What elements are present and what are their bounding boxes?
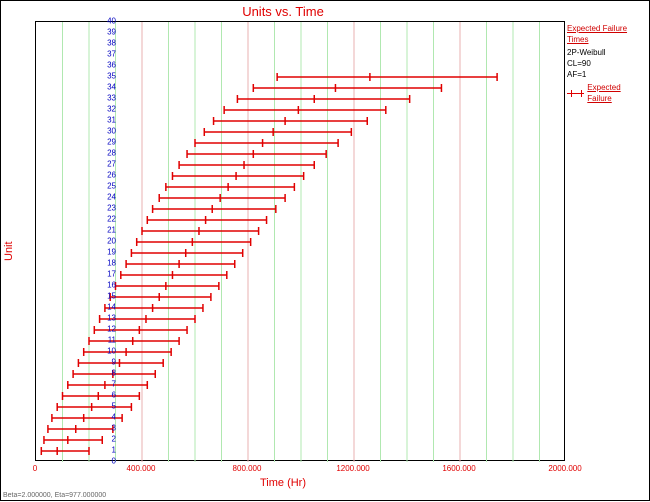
xtick-label: 2000.000 (548, 464, 581, 473)
ytick-label: 30 (98, 127, 116, 136)
ytick-label: 6 (98, 391, 116, 400)
ytick-label: 5 (98, 402, 116, 411)
footer-params: Beta=2.000000, Eta=977.000000 (3, 492, 106, 499)
ytick-label: 3 (98, 424, 116, 433)
xtick-label: 1600.000 (442, 464, 475, 473)
legend-line-0: 2P-Weibull (567, 47, 645, 58)
ytick-label: 11 (98, 336, 116, 345)
ytick-label: 14 (98, 303, 116, 312)
ytick-label: 37 (98, 50, 116, 59)
xtick-label: 0 (33, 464, 37, 473)
y-axis-label: Unit (3, 1, 15, 502)
ytick-label: 18 (98, 259, 116, 268)
chart-title: Units vs. Time (1, 4, 565, 19)
legend-marker-row: Expected Failure (567, 82, 645, 104)
ytick-label: 23 (98, 204, 116, 213)
ytick-label: 33 (98, 94, 116, 103)
ytick-label: 16 (98, 281, 116, 290)
ytick-label: 34 (98, 83, 116, 92)
ytick-label: 40 (98, 17, 116, 26)
ytick-label: 13 (98, 314, 116, 323)
ytick-label: 2 (98, 435, 116, 444)
ytick-label: 17 (98, 270, 116, 279)
ytick-label: 10 (98, 347, 116, 356)
ytick-label: 1 (98, 446, 116, 455)
ytick-label: 26 (98, 171, 116, 180)
ytick-label: 24 (98, 193, 116, 202)
ytick-label: 12 (98, 325, 116, 334)
ytick-label: 25 (98, 182, 116, 191)
ytick-label: 27 (98, 160, 116, 169)
xtick-label: 1200.000 (336, 464, 369, 473)
ytick-label: 0 (98, 457, 116, 466)
legend-marker-label: Expected Failure (587, 82, 645, 104)
ytick-label: 35 (98, 72, 116, 81)
ytick-label: 38 (98, 39, 116, 48)
legend-line-1: CL=90 (567, 58, 645, 69)
expected-failure-marker-icon (567, 90, 584, 97)
ytick-label: 31 (98, 116, 116, 125)
xtick-label: 800.000 (233, 464, 262, 473)
ytick-label: 29 (98, 138, 116, 147)
xtick-label: 400.000 (127, 464, 156, 473)
x-axis-label: Time (Hr) (1, 477, 565, 489)
ytick-label: 9 (98, 358, 116, 367)
ytick-label: 4 (98, 413, 116, 422)
ytick-label: 32 (98, 105, 116, 114)
ytick-label: 20 (98, 237, 116, 246)
ytick-label: 19 (98, 248, 116, 257)
ytick-label: 7 (98, 380, 116, 389)
ytick-label: 22 (98, 215, 116, 224)
ytick-label: 28 (98, 149, 116, 158)
legend: Expected Failure Times 2P-Weibull CL=90 … (567, 23, 645, 104)
ytick-label: 39 (98, 28, 116, 37)
ytick-label: 8 (98, 369, 116, 378)
ytick-label: 36 (98, 61, 116, 70)
legend-title: Expected Failure Times (567, 23, 645, 45)
ytick-label: 21 (98, 226, 116, 235)
ytick-label: 15 (98, 292, 116, 301)
legend-line-2: AF=1 (567, 69, 645, 80)
